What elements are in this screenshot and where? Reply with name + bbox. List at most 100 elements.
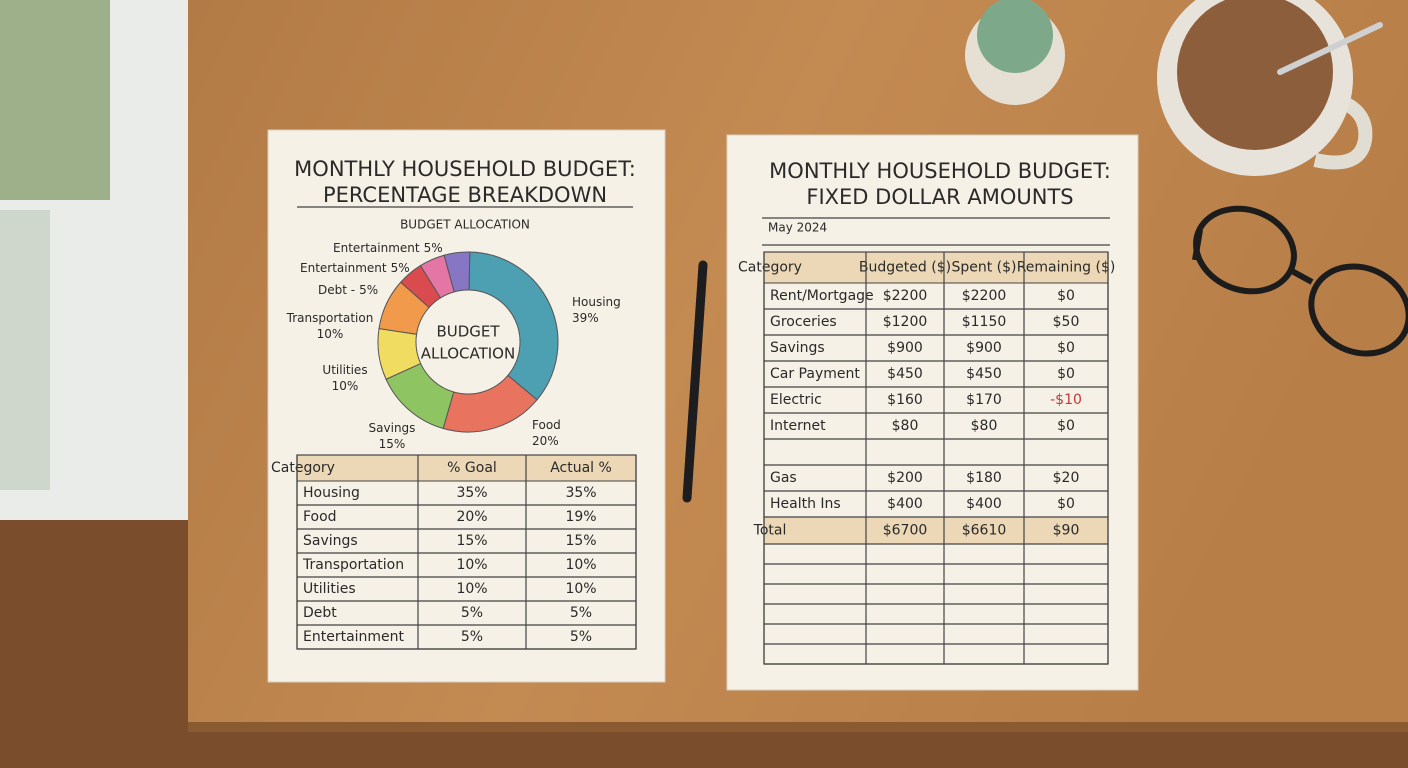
table-cell: Car Payment [770,366,860,382]
table-cell: 5% [570,605,592,621]
donut-label-category: Debt - [318,283,355,297]
donut-label-category: Savings [369,421,416,435]
table-cell: 35% [456,485,487,501]
table-cell: $160 [887,392,923,408]
table-cell: $90 [1053,523,1080,539]
table-cell: Entertainment [303,629,405,645]
table-cell: 35% [565,485,596,501]
table-cell: 10% [565,557,596,573]
donut-label-value: 5% [359,283,378,297]
donut-label-category: Utilities [322,363,367,377]
table-cell: $400 [887,496,923,512]
table-cell: 20% [456,509,487,525]
date: May 2024 [768,221,827,235]
table-cell: Groceries [770,314,837,330]
table-cell: $50 [1053,314,1080,330]
table-cell: Category [738,260,802,276]
table-cell: 5% [461,629,483,645]
donut-label-value: 10% [317,327,344,341]
table-cell: $0 [1057,496,1075,512]
succulent [977,0,1053,73]
table-cell: $0 [1057,366,1075,382]
donut-segment [443,251,471,293]
window-view [0,0,110,200]
table-cell: Gas [770,470,797,486]
table-cell: Total [753,523,787,539]
table-cell: $1150 [962,314,1007,330]
table-cell: 10% [565,581,596,597]
table-cell: $2200 [883,288,928,304]
chart-title: BUDGET ALLOCATION [400,218,530,232]
table-cell: Savings [303,533,358,549]
table-cell: $200 [887,470,923,486]
donut-label: Savings 15% [369,421,416,451]
table-cell: $80 [971,418,998,434]
table-cell: 5% [570,629,592,645]
table-cell: % Goal [447,460,497,476]
table-cell: 10% [456,581,487,597]
table-cell: Electric [770,392,822,408]
donut-label: Transportation 10% [286,311,374,341]
donut-label: Debt - 5% [318,283,378,297]
sheet-title: MONTHLY HOUSEHOLD BUDGET: [294,157,636,181]
donut-label-category: Entertainment [333,241,420,255]
table-cell: $900 [966,340,1002,356]
pen [682,260,708,503]
table-cell: Utilities [303,581,356,597]
table-cell: Transportation [302,557,404,573]
table-cell: 5% [461,605,483,621]
donut-label-category: Entertainment [300,261,387,275]
table-cell: Internet [770,418,826,434]
table-cell: $400 [966,496,1002,512]
sheet-title: MONTHLY HOUSEHOLD BUDGET: [769,159,1111,183]
table-border [296,454,637,650]
table-cell: 15% [565,533,596,549]
donut-center-label: BUDGET [436,323,500,341]
donut-label-category: Food [532,418,561,432]
total-row-bg [764,517,1108,544]
table-cell: $20 [1053,470,1080,486]
sheet-title: FIXED DOLLAR AMOUNTS [806,185,1073,209]
table-cell: $6700 [883,523,928,539]
table-cell: $2200 [962,288,1007,304]
table-cell: Budgeted ($) [859,260,951,276]
desk-edge [188,722,1408,732]
glasses [1192,205,1408,357]
donut-segment [468,251,559,401]
table-cell: $0 [1057,418,1075,434]
coffee [1177,0,1333,150]
table-border [763,251,1109,665]
table-cell: Food [303,509,337,525]
table-cell: 19% [565,509,596,525]
table-cell: $900 [887,340,923,356]
table-cell: $6610 [962,523,1007,539]
table-cell: 10% [456,557,487,573]
table-cell: $0 [1057,340,1075,356]
table-cell: Debt [303,605,337,621]
donut-label-value: 5% [391,261,410,275]
donut-center-label: ALLOCATION [421,345,515,363]
donut-label-value: 39% [572,311,599,325]
table-cell: $80 [892,418,919,434]
donut-label-value: 15% [379,437,406,451]
table-header-bg [763,251,1109,284]
table-cell: Actual % [550,460,612,476]
donut-label-value: 20% [532,434,559,448]
donut-label-value: 10% [332,379,359,393]
table-cell: $180 [966,470,1002,486]
donut-label-value: 5% [424,241,443,255]
donut-label-category: Transportation [286,311,374,325]
donut-label: Utilities 10% [322,363,367,393]
table-cell: 15% [456,533,487,549]
table-cell: Spent ($) [951,260,1016,276]
table-cell: $450 [966,366,1002,382]
table-cell: Savings [770,340,825,356]
window-pane [0,210,50,490]
sheet-title: PERCENTAGE BREAKDOWN [323,183,607,207]
table-cell: Housing [303,485,360,501]
table-cell: Remaining ($) [1017,260,1116,276]
table-cell: $0 [1057,288,1075,304]
table-cell: Rent/Mortgage [770,288,874,304]
donut-label: Entertainment 5% [300,261,410,275]
spoon [1277,22,1383,75]
